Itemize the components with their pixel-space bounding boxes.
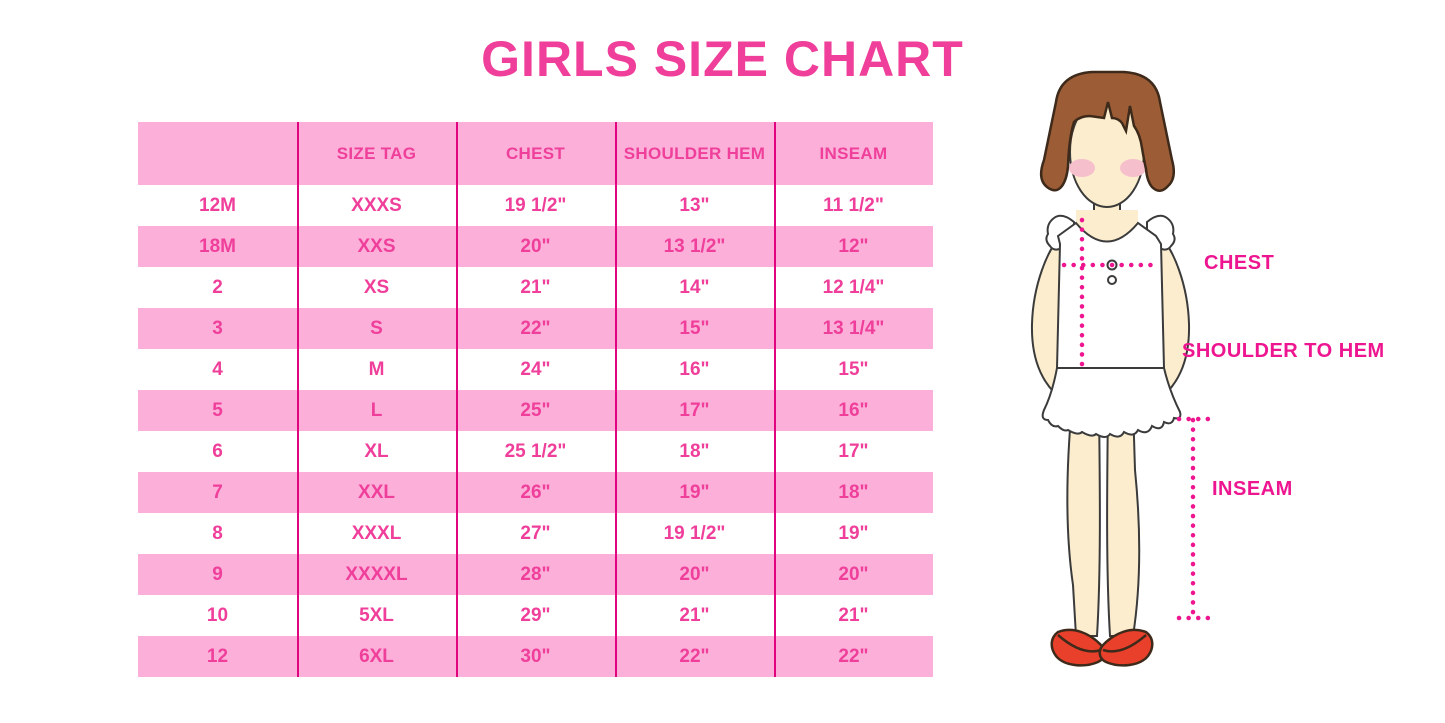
- table-cell: 21": [520, 276, 551, 298]
- table-cell: 11 1/2": [823, 194, 884, 216]
- table-cell: 13": [679, 194, 710, 216]
- skirt: [1041, 367, 1182, 438]
- table-cell: L: [370, 399, 383, 421]
- table-cell: 8: [212, 522, 223, 544]
- table-cell: XL: [364, 440, 389, 462]
- girl-illustration: [1030, 70, 1211, 667]
- table-row: 2 XS 21" 14" 12 1/4": [138, 267, 933, 308]
- table-row: 10 5XL 29" 21" 21": [138, 595, 933, 636]
- table-cell: 4: [212, 358, 223, 380]
- table-cell: XXXL: [351, 522, 402, 544]
- table-cell: 20": [679, 563, 710, 585]
- table-cell: 14": [679, 276, 710, 298]
- table-cell: 6XL: [359, 645, 394, 667]
- table-cell: 24": [520, 358, 551, 380]
- table-row: 18M XXS 20" 13 1/2" 12": [138, 226, 933, 267]
- table-cell: 19 1/2": [504, 194, 567, 216]
- table-cell: 21": [838, 604, 869, 626]
- table-cell: 28": [520, 563, 551, 585]
- column-header: SHOULDER HEM: [623, 143, 766, 163]
- table-cell: 18": [679, 440, 710, 462]
- table-cell: 18M: [199, 235, 236, 257]
- inseam-label: INSEAM: [1212, 478, 1293, 500]
- table-cell: 6: [212, 440, 223, 462]
- table-cell: 22": [520, 317, 551, 339]
- table-cell: 9: [212, 563, 223, 585]
- table-cell: 15": [838, 358, 869, 380]
- table-cell: 12": [838, 235, 869, 257]
- size-chart-table: SIZE TAG CHEST SHOULDER HEM INSEAM 12M XXXS 19…: [138, 122, 933, 677]
- table-row: 12M XXXS 19 1/2" 13" 11 1/2": [138, 185, 933, 226]
- table-cell: 13 1/2": [663, 235, 726, 257]
- blush-left: [1069, 159, 1095, 177]
- hair: [1039, 70, 1176, 192]
- table-cell: XXXS: [351, 194, 402, 216]
- table-cell: 27": [520, 522, 551, 544]
- table-cell: 12 1/4": [822, 276, 885, 298]
- table-cell: 12M: [199, 194, 236, 216]
- table-row: 3 S 22" 15" 13 1/4": [138, 308, 933, 349]
- table-cell: 21": [679, 604, 710, 626]
- column-header: SIZE TAG: [336, 143, 417, 163]
- table-cell: 26": [520, 481, 551, 503]
- table-cell: XXL: [358, 481, 395, 503]
- table-cell: 25 1/2": [504, 440, 567, 462]
- button-bottom: [1107, 275, 1117, 285]
- table-cell: 17": [679, 399, 710, 421]
- table-cell: 19": [679, 481, 710, 503]
- table-cell: XXXXL: [345, 563, 408, 585]
- table-cell: 20": [838, 563, 869, 585]
- legs: [1066, 404, 1141, 637]
- table-cell: 2: [212, 276, 223, 298]
- column-divider: [297, 122, 299, 677]
- table-cell: 3: [212, 317, 223, 339]
- table-cell: 17": [838, 440, 869, 462]
- column-divider: [456, 122, 458, 677]
- column-header: INSEAM: [819, 143, 888, 163]
- table-cell: 5: [212, 399, 223, 421]
- table-row: 8 XXXL 27" 19 1/2" 19": [138, 513, 933, 554]
- table-cell: 10: [206, 604, 229, 626]
- table-cell: 19 1/2": [663, 522, 726, 544]
- table-row: 5 L 25" 17" 16": [138, 390, 933, 431]
- table-cell: 16": [838, 399, 869, 421]
- table-row: 9 XXXXL 28" 20" 20": [138, 554, 933, 595]
- column-header: [138, 122, 297, 185]
- table-row: 6 XL 25 1/2" 18" 17": [138, 431, 933, 472]
- table-cell: 15": [679, 317, 710, 339]
- table-cell: 22": [679, 645, 710, 667]
- table-cell: 13 1/4": [822, 317, 885, 339]
- table-cell: 5XL: [359, 604, 394, 626]
- shoulder-to-hem-label: SHOULDER TO HEM: [1182, 340, 1385, 362]
- page-title: GIRLS SIZE CHART: [481, 31, 964, 87]
- table-header-row: SIZE TAG CHEST SHOULDER HEM INSEAM: [138, 122, 933, 185]
- table-row: 7 XXL 26" 19" 18": [138, 472, 933, 513]
- shirt: [1055, 221, 1166, 369]
- table-cell: M: [368, 358, 385, 380]
- table-row: 4 M 24" 16" 15": [138, 349, 933, 390]
- table-row: 12 6XL 30" 22" 22": [138, 636, 933, 677]
- table-cell: XS: [363, 276, 390, 298]
- measurement-lines: [1061, 217, 1211, 621]
- column-divider: [615, 122, 617, 677]
- table-cell: S: [370, 317, 383, 339]
- table-cell: 29": [520, 604, 551, 626]
- column-header: CHEST: [505, 143, 566, 163]
- table-cell: XXS: [357, 235, 396, 257]
- chest-label: CHEST: [1204, 252, 1275, 274]
- table-cell: 30": [520, 645, 551, 667]
- table-cell: 20": [520, 235, 551, 257]
- table-cell: 16": [679, 358, 710, 380]
- table-cell: 7: [212, 481, 223, 503]
- table-cell: 22": [838, 645, 869, 667]
- table-cell: 12: [206, 645, 229, 667]
- shoes: [1050, 628, 1154, 667]
- table-cell: 18": [838, 481, 869, 503]
- measurement-figure: CHEST SHOULDER TO HEM INSEAM: [1000, 60, 1445, 690]
- table-cell: 19": [838, 522, 869, 544]
- table-cell: 25": [520, 399, 551, 421]
- column-divider: [774, 122, 776, 677]
- blush-right: [1120, 159, 1146, 177]
